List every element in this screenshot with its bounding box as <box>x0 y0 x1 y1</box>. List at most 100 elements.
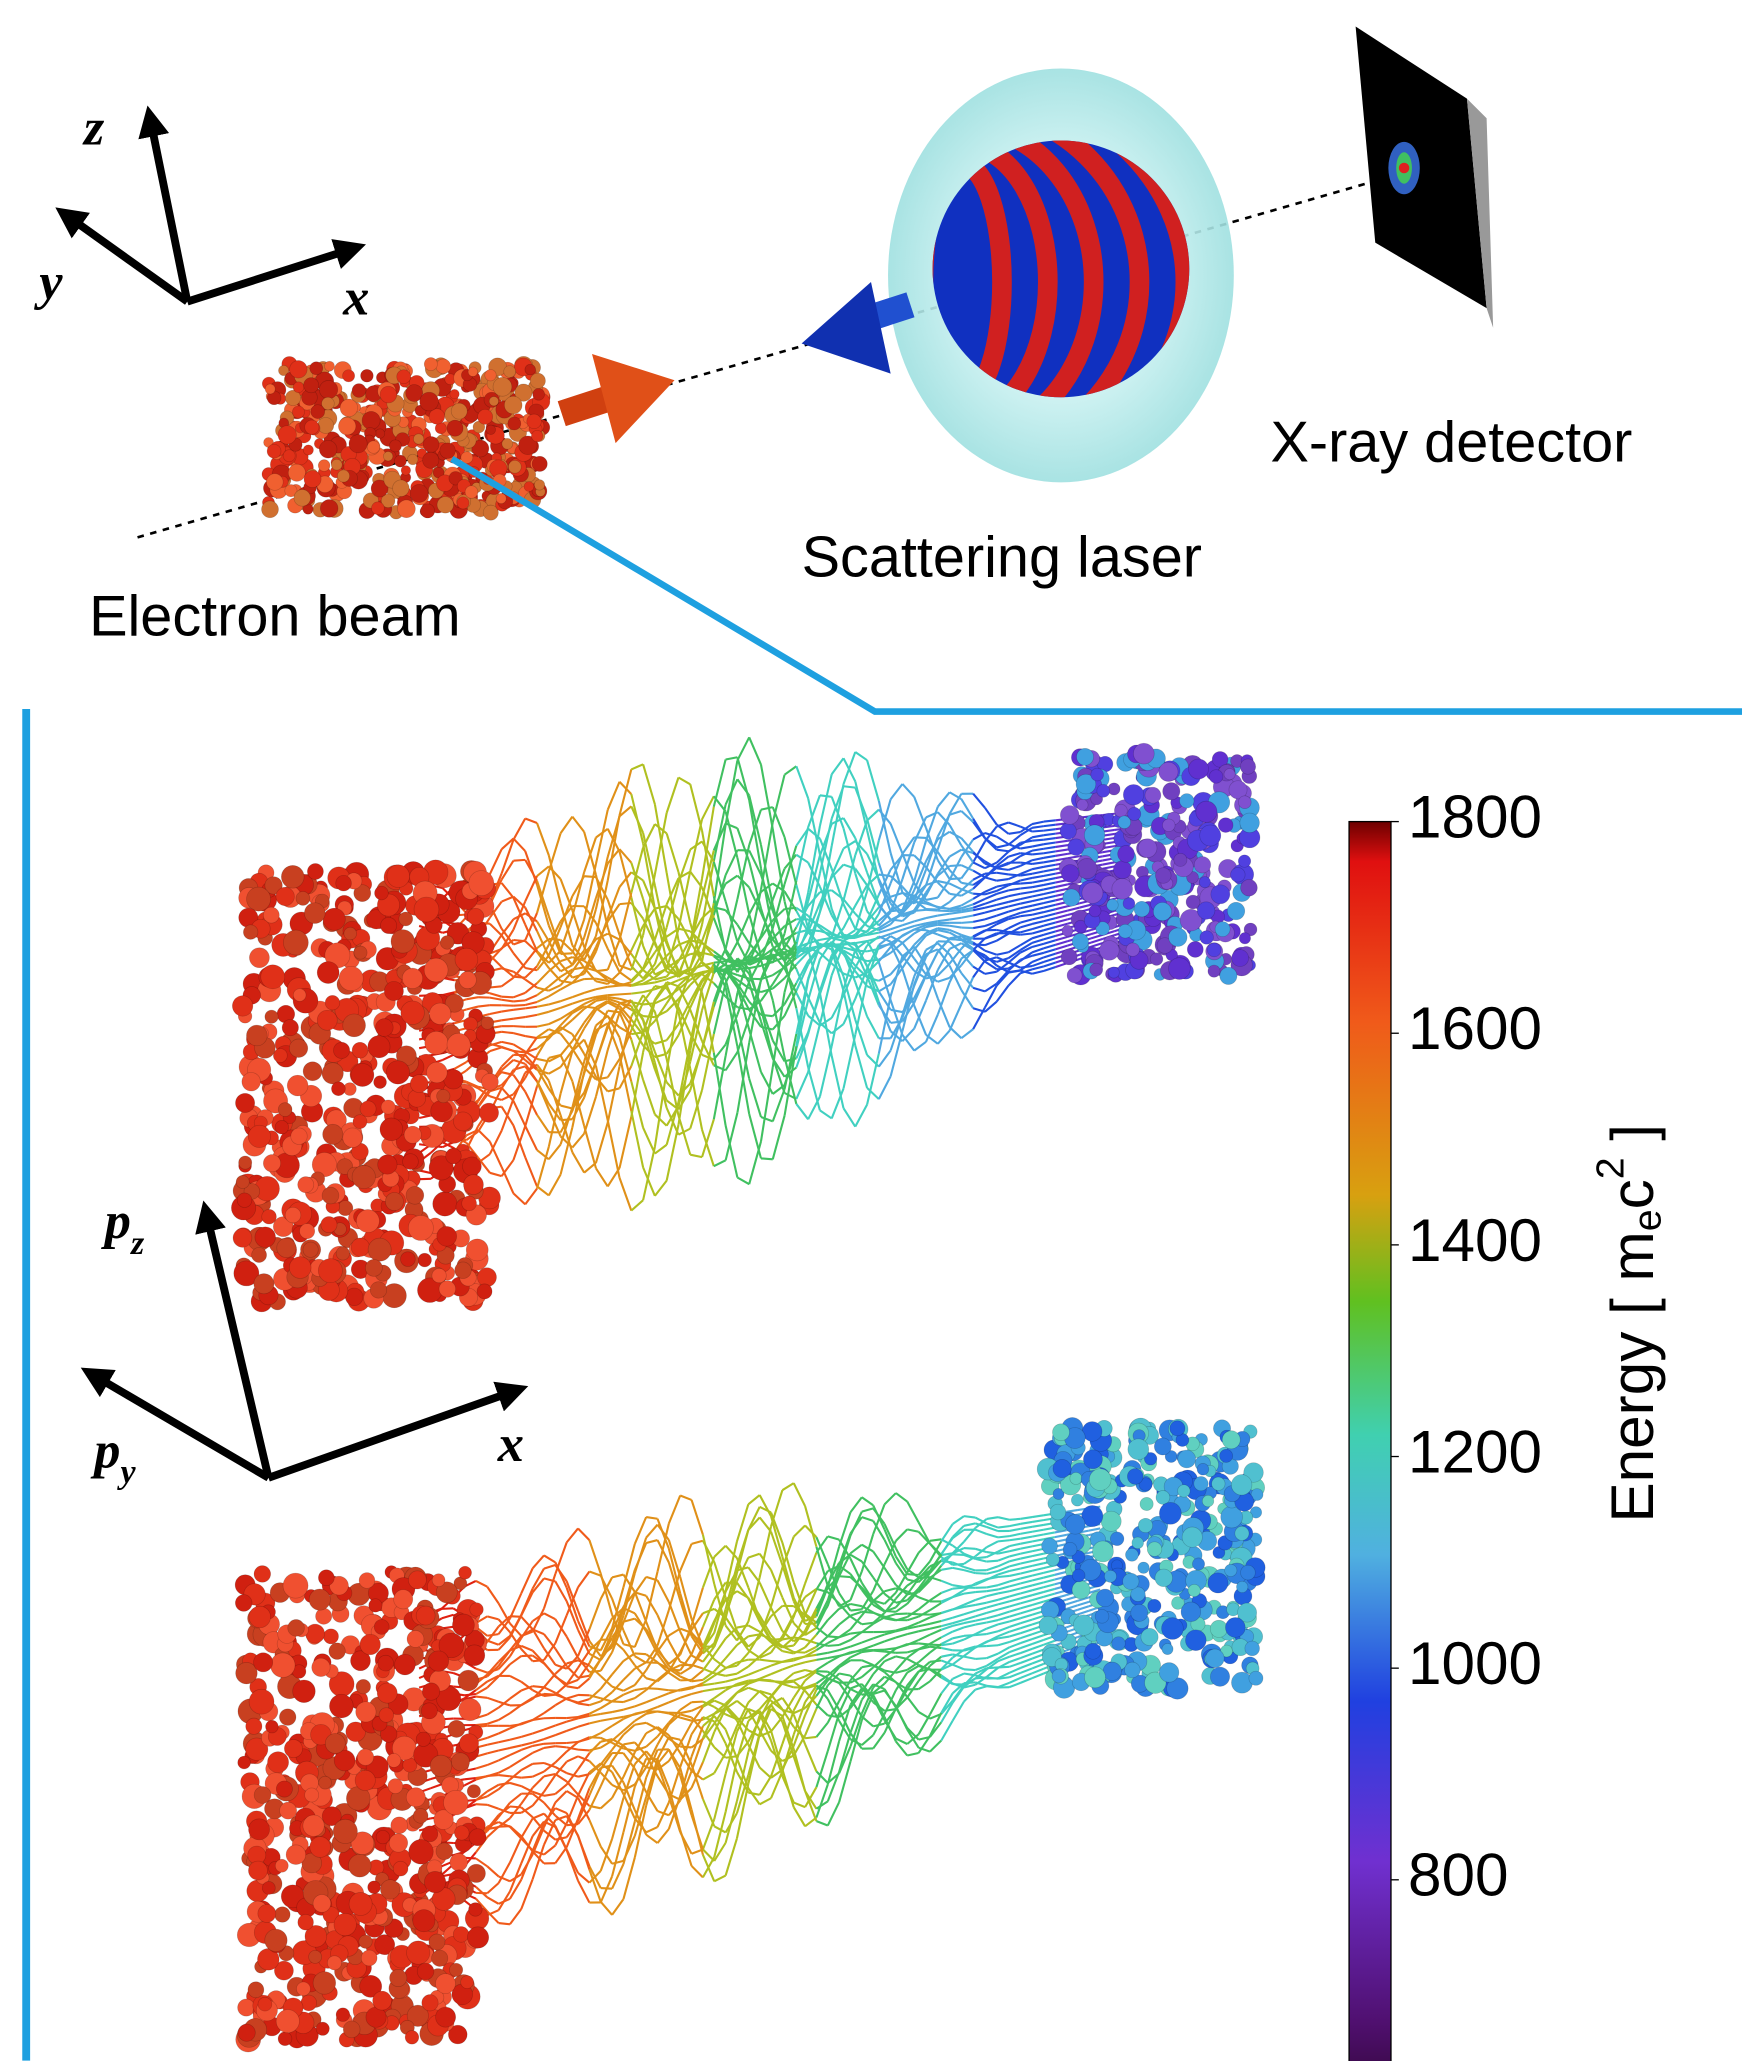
trajectory <box>525 876 537 901</box>
trajectory <box>578 1699 589 1702</box>
particle <box>457 497 469 509</box>
trajectory <box>533 1744 544 1746</box>
trajectory <box>502 1167 514 1193</box>
trajectory <box>885 1637 896 1641</box>
particle <box>524 482 534 492</box>
trajectory <box>521 1743 532 1746</box>
trajectory <box>703 1689 714 1691</box>
trajectory <box>828 1690 839 1710</box>
trajectory <box>643 764 655 804</box>
trajectory <box>950 912 962 914</box>
trajectory <box>478 1130 490 1142</box>
particle <box>504 366 516 378</box>
particle <box>283 450 295 462</box>
trajectory <box>589 1599 600 1629</box>
trajectory <box>490 1131 502 1155</box>
particle <box>324 361 334 371</box>
trajectory <box>950 1004 962 1031</box>
trajectory <box>891 956 903 996</box>
particle <box>534 480 545 491</box>
particle <box>305 420 319 434</box>
trajectory <box>1032 1578 1043 1581</box>
trajectory <box>997 973 1009 986</box>
particle <box>262 501 279 518</box>
trajectory <box>938 982 950 1014</box>
trajectory <box>490 1142 502 1167</box>
trajectory <box>975 1557 986 1558</box>
trajectory <box>680 1714 691 1717</box>
trajectory <box>1021 1556 1032 1558</box>
particle <box>266 474 283 491</box>
trajectory <box>1009 1648 1020 1652</box>
trajectory <box>533 1739 544 1742</box>
trajectory <box>782 1665 793 1669</box>
trajectory <box>1021 1673 1032 1677</box>
particle <box>530 373 545 388</box>
trajectory <box>510 1656 521 1664</box>
axes-top <box>68 121 351 302</box>
trajectory <box>941 1632 952 1638</box>
trajectory <box>1044 900 1056 903</box>
trajectory <box>454 1062 466 1069</box>
trajectory <box>1021 1585 1032 1588</box>
trajectory <box>1032 1539 1043 1541</box>
trajectory <box>549 1055 561 1058</box>
trajectory <box>1032 853 1044 854</box>
trajectory <box>692 1702 703 1703</box>
trajectory <box>1021 1615 1032 1618</box>
trajectory <box>525 1015 537 1017</box>
trajectory <box>623 1706 634 1709</box>
trajectory <box>1044 958 1056 962</box>
trajectory <box>998 1581 1009 1585</box>
particle <box>481 1017 494 1030</box>
particle <box>401 466 411 476</box>
trajectory <box>808 930 820 931</box>
trajectory <box>1056 854 1068 856</box>
trajectory <box>499 1783 510 1785</box>
trajectory <box>537 1147 549 1189</box>
trajectory <box>950 908 962 909</box>
trajectory <box>1044 891 1056 894</box>
trajectory <box>555 1746 566 1747</box>
trajectory <box>998 1576 1009 1577</box>
trajectory <box>589 1820 600 1847</box>
particle <box>318 460 330 472</box>
trajectory <box>646 1629 657 1648</box>
trajectory <box>521 1592 532 1615</box>
trajectory <box>749 1142 761 1185</box>
trajectory <box>499 1923 510 1924</box>
trajectory <box>1044 874 1056 876</box>
trajectory <box>748 1670 759 1675</box>
particle <box>249 948 269 968</box>
trajectory <box>658 1671 669 1680</box>
trajectory <box>692 1866 703 1877</box>
trajectory <box>1009 973 1021 985</box>
trajectory <box>1009 1643 1020 1647</box>
trajectory <box>975 1559 986 1562</box>
trajectory <box>737 1675 748 1679</box>
trajectory <box>953 1607 964 1609</box>
trajectory <box>419 1115 431 1118</box>
trajectory <box>737 1667 748 1674</box>
trajectory <box>950 939 962 940</box>
particle <box>450 389 459 398</box>
trajectory <box>1032 908 1044 911</box>
trajectory <box>623 1653 634 1661</box>
trajectory <box>975 1596 986 1600</box>
trajectory <box>832 1056 844 1108</box>
trajectory <box>726 876 738 884</box>
trajectory <box>430 1784 441 1788</box>
trajectory <box>487 1775 498 1776</box>
trajectory <box>964 1621 975 1623</box>
particle <box>310 362 323 375</box>
trajectory <box>589 1721 600 1724</box>
trajectory <box>879 1076 891 1099</box>
particle <box>371 502 384 515</box>
trajectory <box>499 1891 510 1910</box>
trajectory <box>1032 899 1044 902</box>
trajectory <box>726 1052 738 1070</box>
beam-block <box>231 860 500 2052</box>
trajectory <box>646 1759 657 1760</box>
trajectory <box>669 1698 680 1703</box>
trajectory <box>902 926 914 930</box>
